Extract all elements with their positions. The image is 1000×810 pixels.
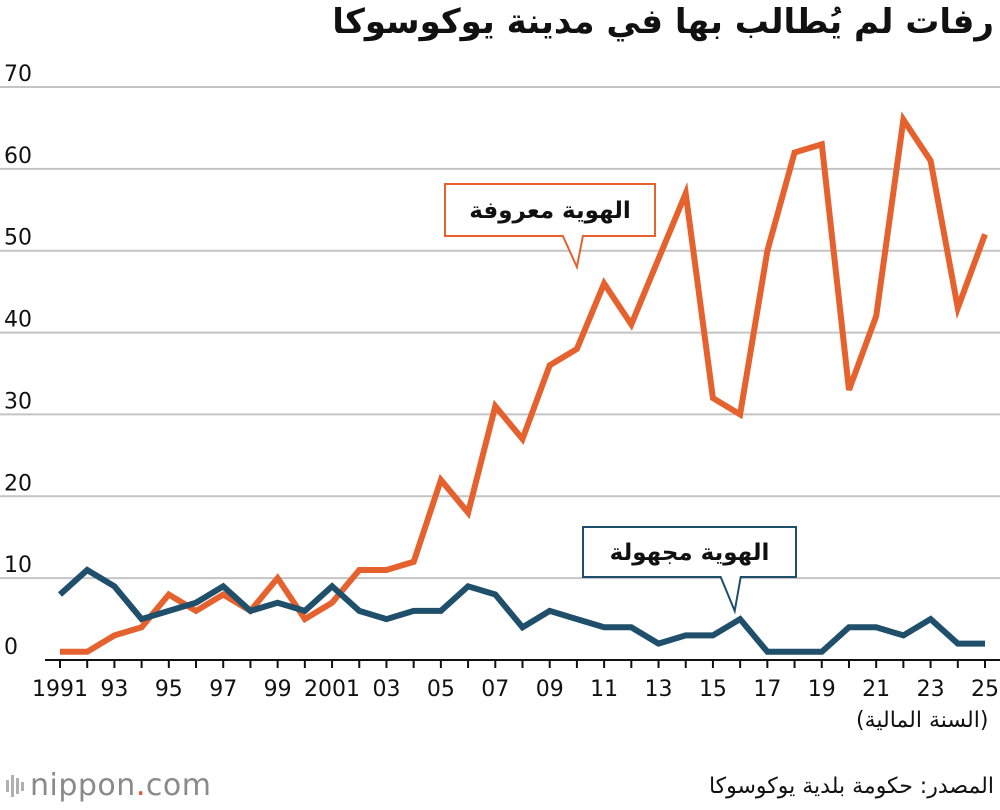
x-tick-label: 25 (971, 677, 999, 702)
x-axis-label: (السنة المالية) (856, 708, 989, 733)
y-tick-label: 20 (4, 471, 32, 496)
callout-box (444, 183, 656, 271)
grid-lines (0, 86, 1000, 580)
x-tick-label: 15 (699, 677, 727, 702)
legend-label: الهوية معروفة (469, 198, 631, 224)
x-tick-label: 19 (808, 677, 836, 702)
axes: 0 10 20 30 40 50 60 70 1991 93 95 97 99 2001 03 05 07 09 1… (4, 62, 1000, 702)
x-tick-label: 11 (590, 677, 618, 702)
x-tick-label: 95 (155, 677, 183, 702)
x-tick-label: 2001 (304, 677, 360, 702)
x-tick-label: 1991 (32, 677, 88, 702)
logo-tld: com (145, 768, 212, 803)
x-tick-label: 21 (862, 677, 890, 702)
nippon-logo: nippon.com (6, 768, 211, 803)
x-tick-label: 07 (481, 677, 509, 702)
chart-title: رفات لم يُطالب بها في مدينة يوكوسوكا (332, 2, 994, 42)
y-tick-label: 60 (4, 144, 32, 169)
callouts: الهوية معروفة الهوية مجهولة (444, 183, 797, 615)
x-tick-label: 13 (645, 677, 673, 702)
x-tick-label: 23 (917, 677, 945, 702)
x-tick-label: 93 (100, 677, 128, 702)
callout-box (582, 526, 797, 615)
legend-label: الهوية مجهولة (610, 540, 770, 566)
callout-1: الهوية مجهولة (582, 526, 797, 615)
x-tick-label: 05 (427, 677, 455, 702)
y-tick-label: 30 (4, 389, 32, 414)
logo-name: nippon (30, 768, 136, 803)
logo-bars-icon (6, 775, 24, 797)
x-tick-label: 99 (264, 677, 292, 702)
x-tick-label: 17 (753, 677, 781, 702)
y-tick-label: 10 (4, 553, 32, 578)
y-tick-label: 40 (4, 308, 32, 333)
y-tick-label: 50 (4, 226, 32, 251)
source-note: المصدر: حكومة بلدية يوكوسوكا (708, 774, 994, 799)
callout-0: الهوية معروفة (444, 183, 656, 271)
y-tick-label: 70 (4, 62, 32, 87)
series-lines (57, 111, 988, 655)
y-tick-label: 0 (4, 635, 18, 660)
x-tick-label: 03 (372, 677, 400, 702)
x-tick-label: 09 (536, 677, 564, 702)
logo-dot: . (135, 768, 146, 803)
x-tick-label: 97 (209, 677, 237, 702)
